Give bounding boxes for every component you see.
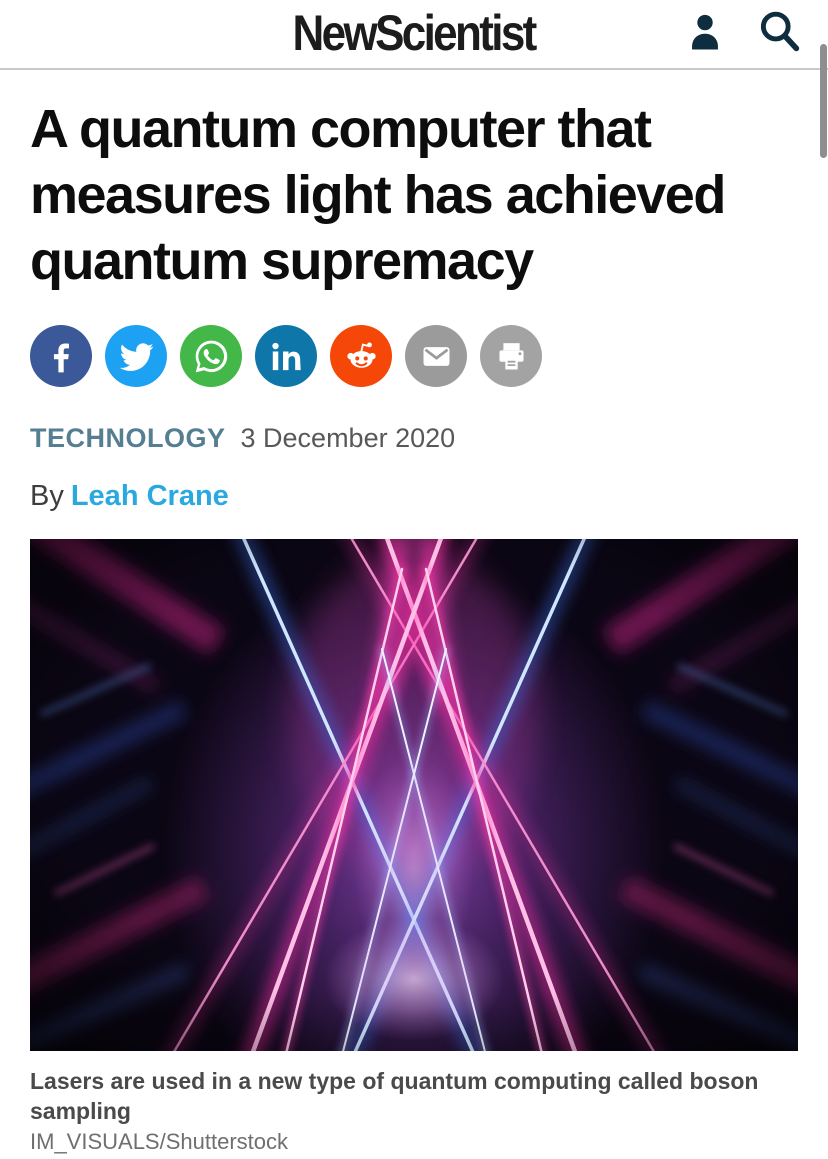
- byline-prefix: By: [30, 480, 64, 512]
- facebook-icon: [42, 337, 81, 376]
- article-hero-image: [30, 539, 798, 1051]
- reddit-icon: [342, 337, 381, 376]
- headline-line: measures light has achieved: [30, 165, 726, 225]
- share-twitter-button[interactable]: [105, 325, 167, 387]
- share-row: [30, 325, 798, 387]
- menu-button[interactable]: [22, 9, 78, 52]
- hero-figure: Lasers are used in a new type of quantum…: [30, 539, 798, 1155]
- caption-line: Lasers are used in a new type of quantum…: [30, 1068, 759, 1094]
- image-caption: Lasers are used in a new type of quantum…: [30, 1066, 798, 1126]
- article-headline: A quantum computer that measures light h…: [30, 96, 798, 294]
- logo-wrap: NewScientist: [0, 0, 828, 66]
- article-date: 3 December 2020: [240, 423, 456, 453]
- share-linkedin-button[interactable]: [255, 325, 317, 387]
- linkedin-icon: [267, 337, 306, 376]
- twitter-icon: [117, 337, 156, 376]
- share-facebook-button[interactable]: [30, 325, 92, 387]
- figcaption: Lasers are used in a new type of quantum…: [30, 1066, 798, 1155]
- scrollbar-thumb[interactable]: [820, 44, 827, 158]
- author-link[interactable]: Leah Crane: [70, 480, 229, 512]
- caption-line: sampling: [30, 1098, 131, 1124]
- headline-line: quantum supremacy: [30, 231, 534, 291]
- share-email-button[interactable]: [405, 325, 467, 387]
- account-button[interactable]: [684, 8, 726, 56]
- person-icon: [692, 14, 718, 50]
- site-header: NewScientist: [0, 0, 828, 70]
- search-icon: [760, 11, 800, 52]
- search-button[interactable]: [757, 8, 802, 54]
- print-icon: [492, 337, 531, 376]
- article: A quantum computer that measures light h…: [0, 96, 828, 1155]
- byline: By Leah Crane: [30, 480, 798, 513]
- image-credit: IM_VISUALS/Shutterstock: [30, 1129, 288, 1154]
- headline-line: A quantum computer that: [30, 99, 652, 159]
- share-reddit-button[interactable]: [330, 325, 392, 387]
- article-meta: TECHNOLOGY 3 December 2020: [30, 423, 798, 454]
- category-link[interactable]: TECHNOLOGY: [30, 423, 226, 453]
- share-whatsapp-button[interactable]: [180, 325, 242, 387]
- email-icon: [417, 337, 456, 376]
- share-print-button[interactable]: [480, 325, 542, 387]
- site-logo[interactable]: NewScientist: [292, 5, 538, 61]
- whatsapp-icon: [192, 337, 231, 376]
